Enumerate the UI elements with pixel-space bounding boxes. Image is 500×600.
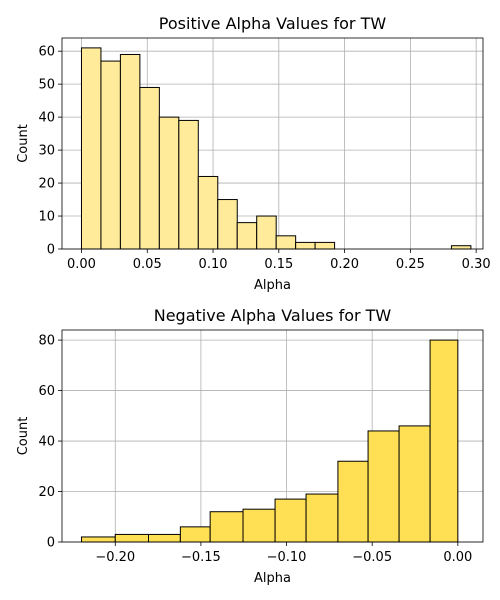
x-tick-label: −0.15	[181, 550, 221, 565]
histogram-bar	[450, 245, 472, 250]
histogram-bar	[147, 533, 181, 543]
x-tick-label: 0.00	[67, 257, 96, 272]
x-tick-label: 0.15	[264, 257, 293, 272]
bars	[80, 47, 472, 250]
histogram-bar	[295, 241, 316, 250]
chart-title: Positive Alpha Values for TW	[159, 14, 387, 33]
histogram-bar	[367, 430, 400, 543]
x-tick-label: 0.05	[133, 257, 162, 272]
histogram-bar	[114, 533, 149, 543]
histogram-bar	[314, 241, 336, 250]
positive-alpha-panel: Positive Alpha Values for TW 0.00 0.05 0.1…	[16, 14, 491, 293]
histogram-bar	[429, 339, 459, 543]
y-ticks: 0 10 20 30 40 50 60	[38, 45, 62, 258]
histogram-bar	[197, 175, 219, 250]
x-tick-label: −0.20	[95, 550, 135, 565]
x-tick-label: −0.10	[267, 550, 307, 565]
y-tick-label: 0	[47, 243, 55, 258]
histogram-bar	[274, 498, 307, 543]
y-tick-label: 0	[47, 536, 55, 551]
histogram-bar	[80, 47, 102, 250]
y-tick-label: 20	[38, 485, 55, 500]
histogram-bar	[398, 425, 431, 543]
x-ticks: 0.00 0.05 0.10 0.15 0.20 0.25 0.30	[67, 249, 491, 272]
plot-frame	[61, 329, 484, 543]
histogram-bar	[275, 235, 297, 250]
histogram-bar	[119, 53, 141, 250]
histogram-bar	[337, 460, 369, 543]
x-tick-label: −0.05	[352, 550, 392, 565]
y-tick-label: 60	[38, 384, 55, 399]
histogram-bar	[178, 119, 199, 250]
histogram-bar	[242, 508, 276, 543]
bars	[81, 339, 459, 543]
negative-alpha-panel: Negative Alpha Values for TW −0.20 −0.15−…	[16, 306, 484, 586]
chart-title: Negative Alpha Values for TW	[154, 306, 392, 325]
x-tick-label: 0.30	[462, 257, 491, 272]
x-axis-label: Alpha	[254, 571, 291, 586]
y-tick-label: 80	[38, 334, 55, 349]
y-tick-label: 60	[38, 45, 55, 60]
y-tick-label: 40	[38, 435, 55, 450]
histogram-bar	[305, 493, 339, 543]
y-tick-label: 40	[38, 111, 55, 126]
x-axis-label: Alpha	[254, 278, 291, 293]
histogram-bar	[209, 511, 244, 543]
x-tick-label: 0.10	[199, 257, 228, 272]
plot-frame	[61, 37, 484, 250]
histogram-bar	[158, 116, 180, 250]
y-axis-label: Count	[16, 417, 31, 456]
y-tick-label: 20	[38, 177, 55, 192]
y-tick-label: 30	[38, 144, 55, 159]
histogram-bar	[100, 60, 121, 250]
y-tick-label: 50	[38, 78, 55, 93]
y-tick-label: 10	[38, 210, 55, 225]
x-tick-label: 0.25	[396, 257, 425, 272]
x-ticks: −0.20 −0.15 −0.10 −0.05 0.00	[95, 542, 472, 565]
histogram-bar	[81, 536, 116, 543]
histogram-bar	[217, 199, 238, 250]
histogram-bar	[236, 222, 258, 250]
y-ticks: 0 20 40 60 80	[38, 334, 62, 551]
x-tick-label: 0.00	[443, 550, 472, 565]
y-axis-label: Count	[16, 124, 31, 163]
histogram-bar	[139, 86, 160, 250]
histogram-bar	[256, 215, 277, 250]
x-tick-label: 0.20	[330, 257, 359, 272]
histogram-bar	[179, 526, 211, 543]
